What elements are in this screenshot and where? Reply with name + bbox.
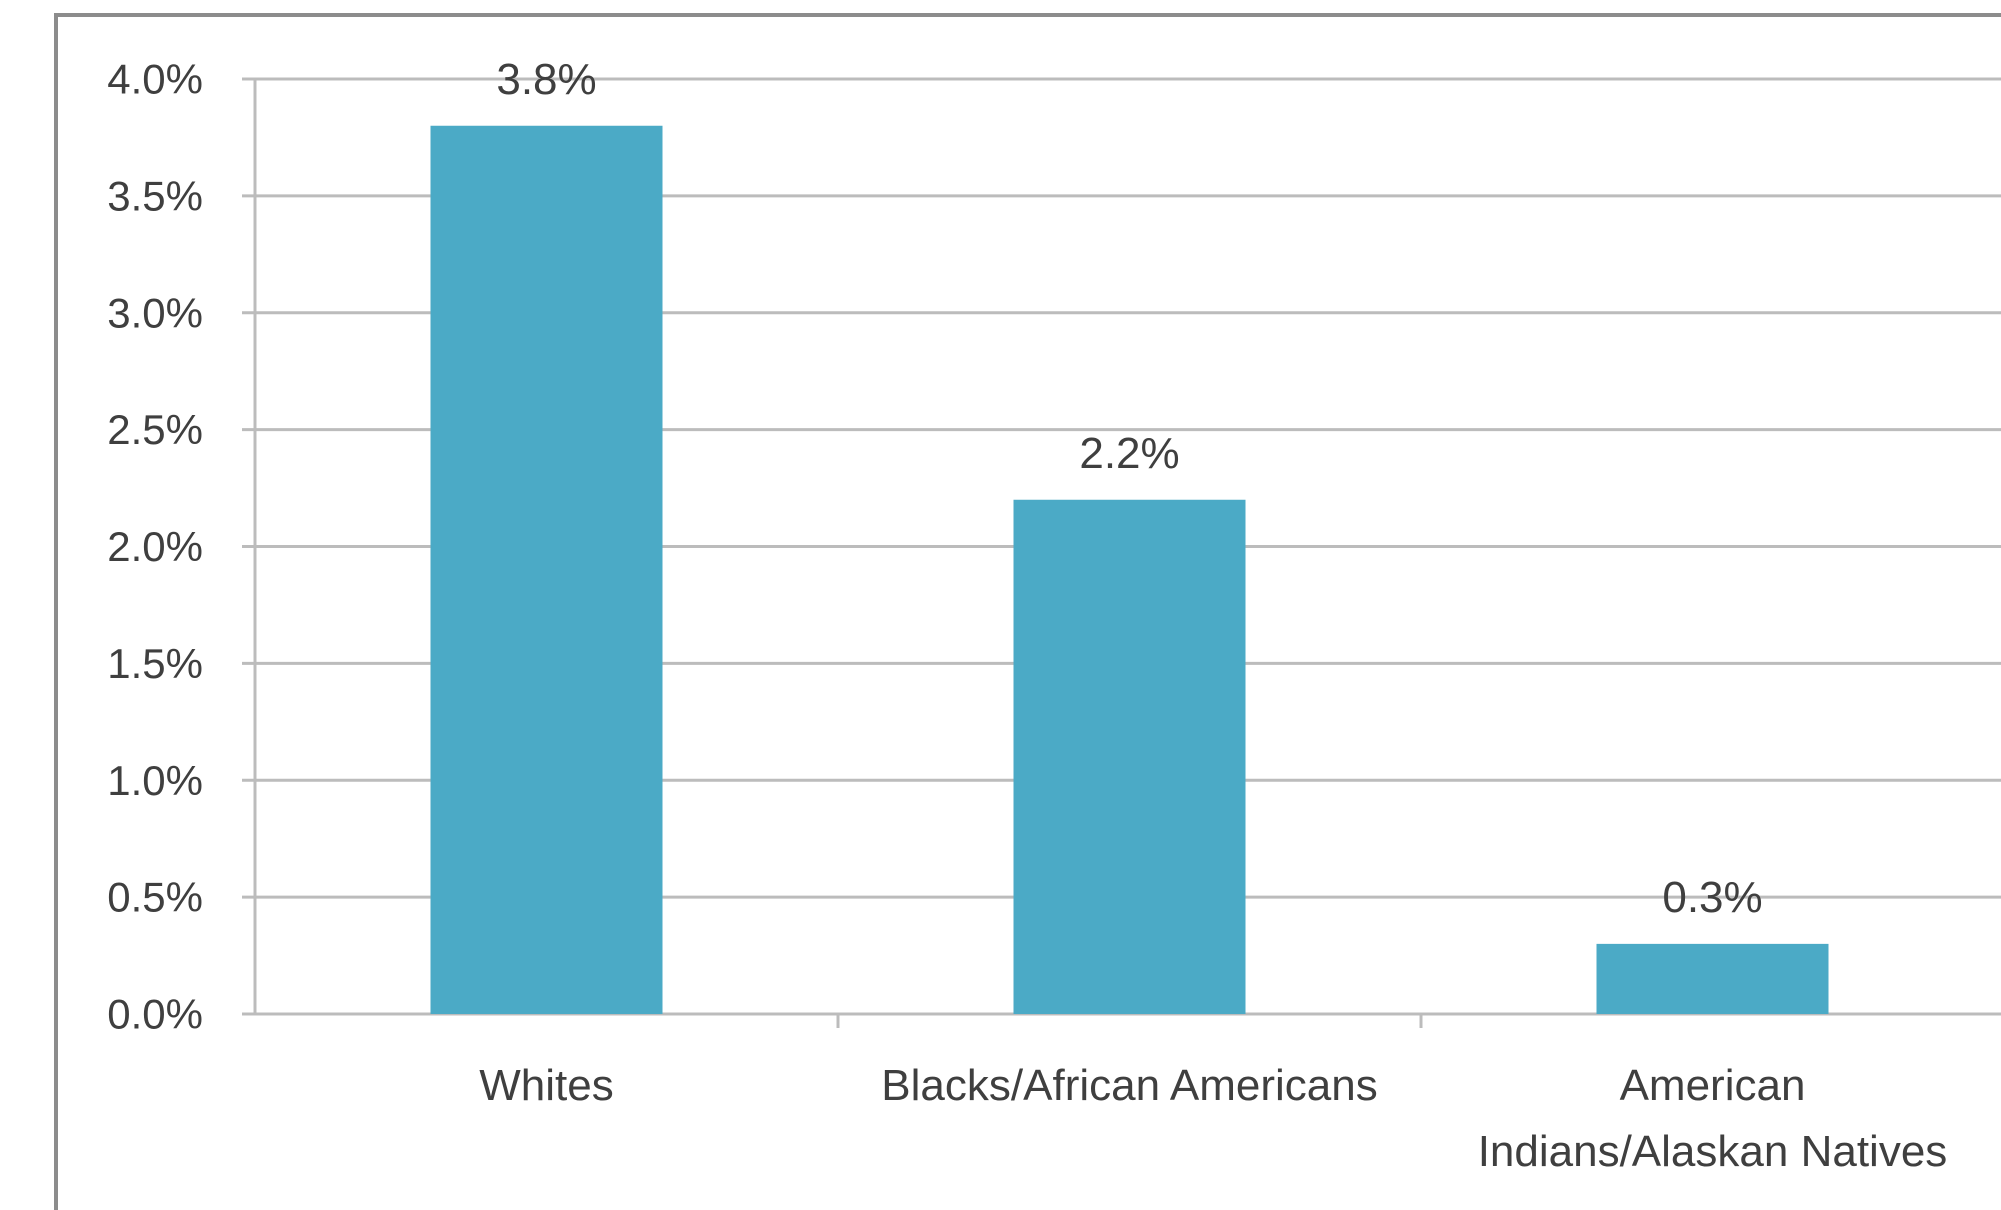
y-tick-label: 1.0% <box>107 757 203 804</box>
x-axis-category-labels: Whites Blacks/African Americans American In… <box>479 1061 1947 1176</box>
data-label: 2.2% <box>1079 429 1179 478</box>
chart-border <box>54 13 2001 1210</box>
y-tick-label: 1.5% <box>107 640 203 687</box>
bars <box>430 125 1829 1014</box>
y-tick-label: 0.0% <box>107 991 203 1038</box>
y-tick-label: 3.0% <box>107 289 203 336</box>
y-tick-label: 4.0% <box>107 56 203 103</box>
x-category-label: Indians/Alaskan Natives <box>1478 1127 1948 1176</box>
y-tick-label: 2.0% <box>107 523 203 570</box>
y-tick-label: 2.5% <box>107 406 203 453</box>
x-category-label: American <box>1620 1061 1806 1110</box>
y-tick-label: 3.5% <box>107 172 203 219</box>
y-tick-label: 0.5% <box>107 874 203 921</box>
data-label: 3.8% <box>496 55 596 104</box>
data-label: 0.3% <box>1662 873 1762 922</box>
x-category-label: Blacks/African Americans <box>881 1061 1377 1110</box>
y-axis-tick-labels: 0.0% 0.5% 1.0% 1.5% 2.0% 2.5% 3.0% 3.5% 4.0% <box>107 56 203 1038</box>
bar <box>430 125 663 1014</box>
x-category-label: Whites <box>479 1061 613 1110</box>
bar <box>1596 943 1829 1014</box>
bar <box>1013 499 1246 1014</box>
data-labels: 3.8% 2.2% 0.3% <box>496 55 1762 922</box>
